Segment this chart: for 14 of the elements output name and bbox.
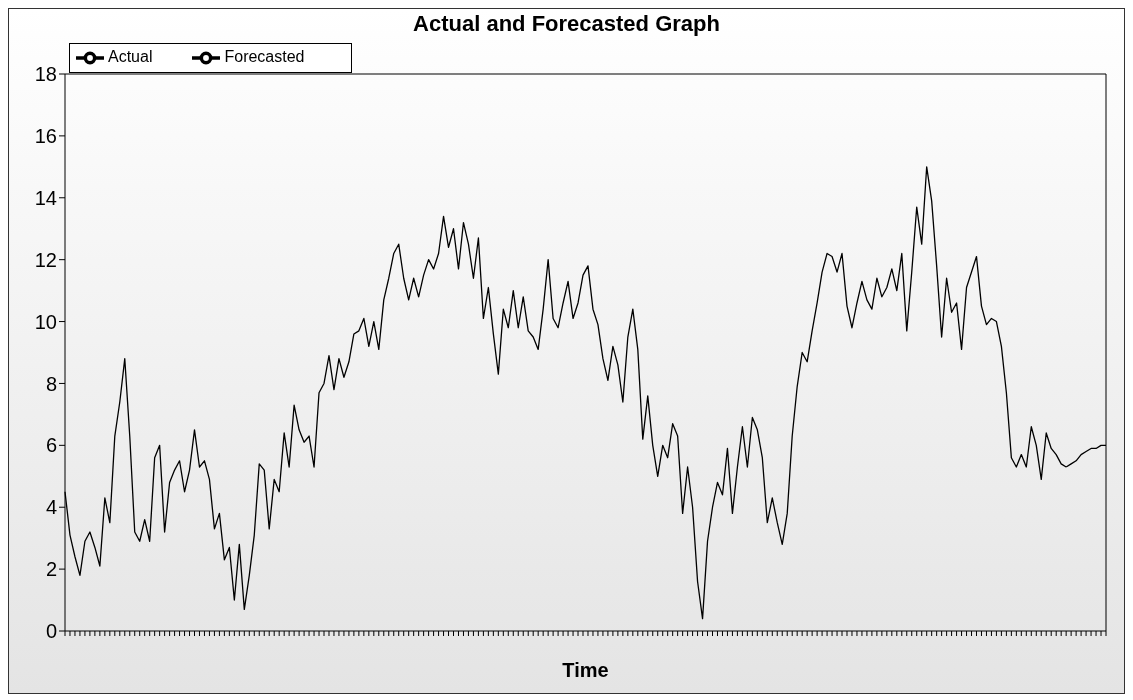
y-tick-label: 16: [34, 124, 57, 147]
y-tick-label: 2: [45, 558, 57, 581]
x-axis-title: Time: [562, 659, 609, 681]
y-tick-label: 8: [45, 372, 57, 395]
y-tick-label: 12: [34, 248, 57, 271]
chart-title: Actual and Forecasted Graph: [412, 10, 721, 37]
y-tick-label: 14: [34, 186, 57, 209]
legend-label: Forecasted: [224, 48, 305, 66]
y-tick-label: 18: [34, 63, 57, 86]
legend-label: Actual: [108, 48, 153, 66]
y-tick-label: 10: [34, 310, 57, 333]
y-tick-label: 6: [45, 434, 57, 457]
y-tick-label: 4: [45, 496, 57, 519]
y-tick-label: 0: [45, 620, 57, 643]
